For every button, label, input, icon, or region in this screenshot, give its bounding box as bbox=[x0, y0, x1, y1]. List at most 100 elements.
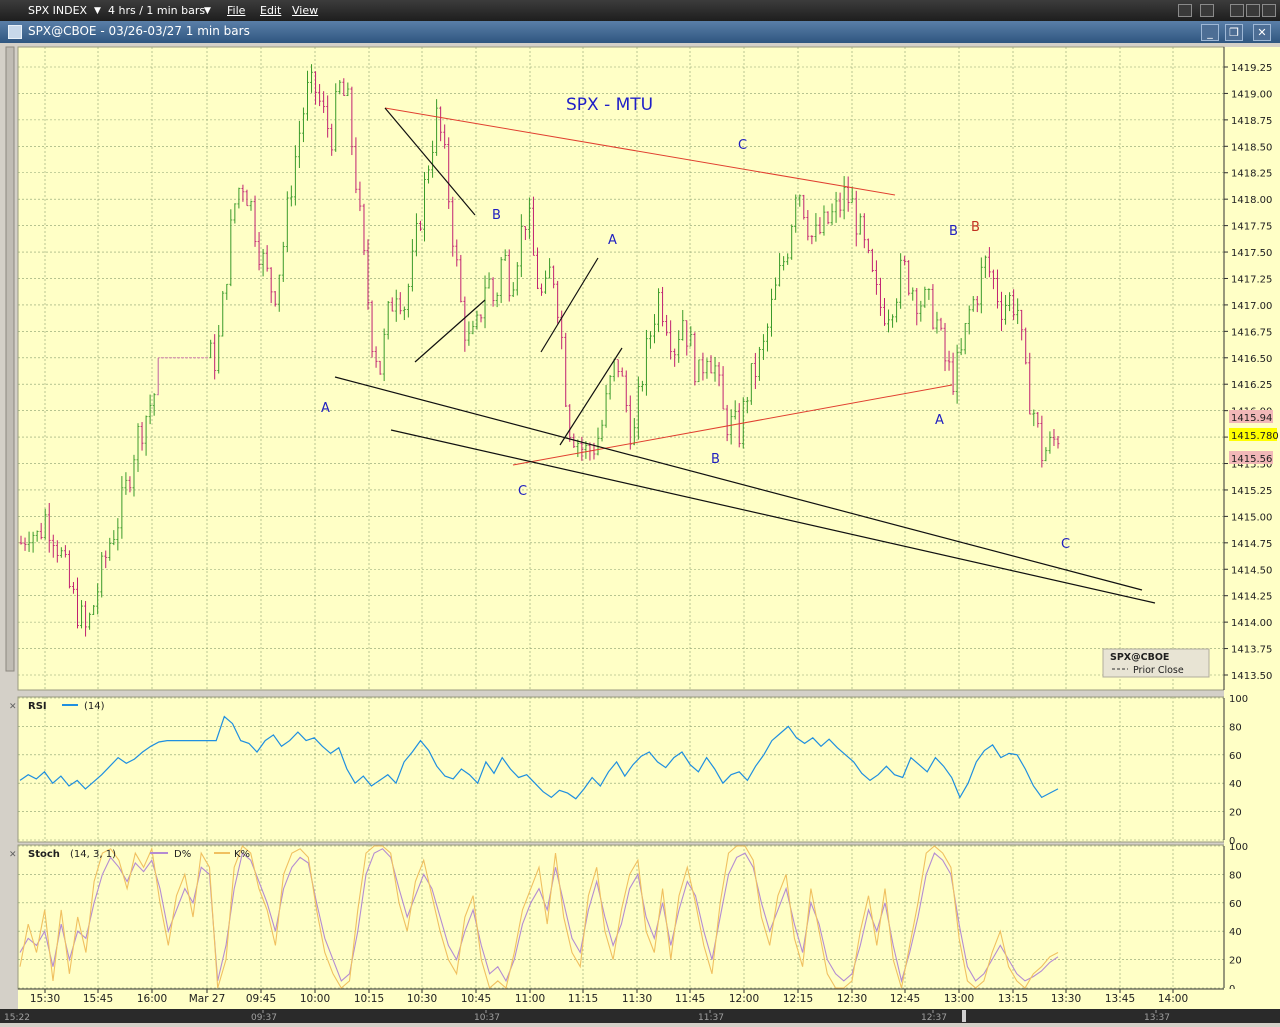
close-icon[interactable] bbox=[1262, 4, 1276, 17]
x-tick-label: 13:45 bbox=[1105, 993, 1135, 1005]
y-tick-label: 1414.50 bbox=[1231, 565, 1272, 576]
symbol-selector[interactable]: SPX INDEX bbox=[28, 4, 88, 17]
stoch-legend-k: K% bbox=[234, 849, 250, 860]
window-close-button[interactable]: ✕ bbox=[1253, 24, 1271, 41]
black-upper-channel-line bbox=[334, 376, 1143, 591]
nav-time-label: 09:37 bbox=[251, 1013, 277, 1023]
legend-symbol: SPX@CBOE bbox=[1110, 652, 1169, 663]
wave-label: B bbox=[711, 452, 720, 467]
nav-time-label: 15:22 bbox=[4, 1013, 30, 1023]
wave-labels: A B A C C B B B A C bbox=[321, 138, 1070, 552]
stoch-panel bbox=[17, 844, 1225, 990]
y-tick-label: 100 bbox=[1229, 694, 1248, 705]
chart-window-icon bbox=[8, 25, 22, 39]
y-tick-label: 0 bbox=[1229, 836, 1235, 847]
y-tick-label: 1414.75 bbox=[1231, 539, 1272, 550]
wedge-lower-line bbox=[559, 347, 623, 446]
price-flags: 1415.94 1415.780 1415.56 bbox=[1229, 410, 1279, 465]
x-tick-label: 12:45 bbox=[890, 993, 920, 1005]
triangle-lower-line bbox=[414, 299, 486, 363]
time-scroll-thumb[interactable] bbox=[962, 1010, 966, 1022]
price-flag: 1415.94 bbox=[1231, 413, 1272, 424]
rsi-name: RSI bbox=[28, 701, 47, 712]
price-flag-bg bbox=[1229, 451, 1273, 464]
wave-label: C bbox=[738, 138, 747, 153]
x-tick-label: 13:30 bbox=[1051, 993, 1081, 1005]
x-tick-label: 14:00 bbox=[1158, 993, 1188, 1005]
price-flag-bg bbox=[1229, 410, 1273, 423]
nav-time-label: 13:37 bbox=[1144, 1013, 1170, 1023]
y-tick-label: 40 bbox=[1229, 927, 1242, 938]
rsi-header: ✕ RSI (14) bbox=[9, 701, 105, 712]
chart-title: SPX - MTU bbox=[566, 95, 653, 115]
y-tick-label: 1414.00 bbox=[1231, 618, 1272, 629]
y-tick-label: 1415.00 bbox=[1231, 512, 1272, 523]
window-maximize-button[interactable]: ❐ bbox=[1225, 24, 1243, 41]
y-tick-label: 1415.50 bbox=[1231, 460, 1272, 471]
y-tick-label: 1418.75 bbox=[1231, 116, 1272, 127]
price-legend: SPX@CBOE Prior Close bbox=[1102, 648, 1210, 678]
x-tick-label: 09:45 bbox=[246, 993, 276, 1005]
symbol-dropdown-icon[interactable]: ▼ bbox=[94, 6, 101, 16]
stoch-header: ✕ Stoch (14, 3, 1) D% K% bbox=[9, 849, 250, 860]
link-icon[interactable] bbox=[1178, 4, 1192, 17]
x-tick-label: 11:00 bbox=[515, 993, 545, 1005]
y-tick-label: 1417.00 bbox=[1231, 301, 1272, 312]
pin-icon[interactable] bbox=[1200, 4, 1214, 17]
x-tick-label: 11:30 bbox=[622, 993, 652, 1005]
wave-label: A bbox=[321, 401, 330, 416]
period-dropdown-icon[interactable]: ▼ bbox=[204, 6, 211, 16]
y-tick-label: 20 bbox=[1229, 808, 1242, 819]
y-tick-label: 100 bbox=[1229, 842, 1248, 853]
price-flag: 1415.780 bbox=[1231, 431, 1279, 442]
trendlines bbox=[334, 107, 1156, 604]
price-scrollbar[interactable] bbox=[5, 46, 15, 672]
y-tick-label: 1418.00 bbox=[1231, 195, 1272, 206]
period-selector[interactable]: 4 hrs / 1 min bars bbox=[108, 4, 206, 17]
nav-time-label: 12:37 bbox=[921, 1013, 947, 1023]
y-tick-label: 1414.25 bbox=[1231, 592, 1272, 603]
x-tick-label: 15:45 bbox=[83, 993, 113, 1005]
x-tick-label: 10:15 bbox=[354, 993, 384, 1005]
x-tick-label: 13:00 bbox=[944, 993, 974, 1005]
menu-edit[interactable]: Edit bbox=[260, 4, 282, 17]
y-tick-label: 1416.50 bbox=[1231, 354, 1272, 365]
price-panel bbox=[17, 46, 1225, 691]
x-tick-label: 11:15 bbox=[568, 993, 598, 1005]
x-tick-label: Mar 27 bbox=[189, 993, 226, 1005]
window-minimize-button[interactable]: _ bbox=[1201, 24, 1219, 41]
price-flag: 1415.56 bbox=[1231, 454, 1272, 465]
menu-file[interactable]: File bbox=[227, 4, 246, 17]
x-axis-bar bbox=[18, 989, 1280, 1009]
y-tick-label: 20 bbox=[1229, 956, 1242, 967]
menu-view[interactable]: View bbox=[292, 4, 319, 17]
stoch-d-line bbox=[19, 848, 1059, 984]
nav-time-label: 11:37 bbox=[698, 1013, 724, 1023]
x-tick-label: 16:00 bbox=[137, 993, 167, 1005]
wave-label: B bbox=[971, 220, 980, 235]
legend-prior-close: Prior Close bbox=[1133, 665, 1184, 676]
x-tick-label: 11:45 bbox=[675, 993, 705, 1005]
y-tick-label: 1417.75 bbox=[1231, 222, 1272, 233]
x-tick-label: 13:15 bbox=[998, 993, 1028, 1005]
wave-label: B bbox=[492, 208, 501, 223]
chart-window-titlebar: SPX@CBOE - 03/26-03/27 1 min bars _ ❐ ✕ bbox=[0, 21, 1280, 43]
minimize-icon[interactable] bbox=[1230, 4, 1244, 17]
red-upper-trendline bbox=[384, 107, 896, 196]
wave-label: C bbox=[518, 484, 527, 499]
y-tick-label: 80 bbox=[1229, 722, 1242, 733]
time-scrollbar[interactable] bbox=[0, 1009, 1280, 1023]
chart-svg[interactable]: 1419.25 1419.00 1418.75 1418.50 1418.25 1418.… bbox=[0, 43, 1280, 1023]
y-tick-label: 1416.75 bbox=[1231, 327, 1272, 338]
y-tick-label: 60 bbox=[1229, 899, 1242, 910]
stoch-k-line bbox=[19, 845, 1059, 990]
restore-icon[interactable] bbox=[1246, 4, 1260, 17]
window-title: SPX@CBOE - 03/26-03/27 1 min bars bbox=[28, 24, 250, 38]
collapse-icon[interactable]: ✕ bbox=[9, 850, 17, 860]
stoch-legend-d: D% bbox=[174, 849, 191, 860]
collapse-icon[interactable]: ✕ bbox=[9, 702, 17, 712]
y-tick-label: 1419.25 bbox=[1231, 63, 1272, 74]
y-tick-label: 1417.25 bbox=[1231, 274, 1272, 285]
nav-time-label: 10:37 bbox=[474, 1013, 500, 1023]
stoch-name: Stoch bbox=[28, 849, 60, 860]
